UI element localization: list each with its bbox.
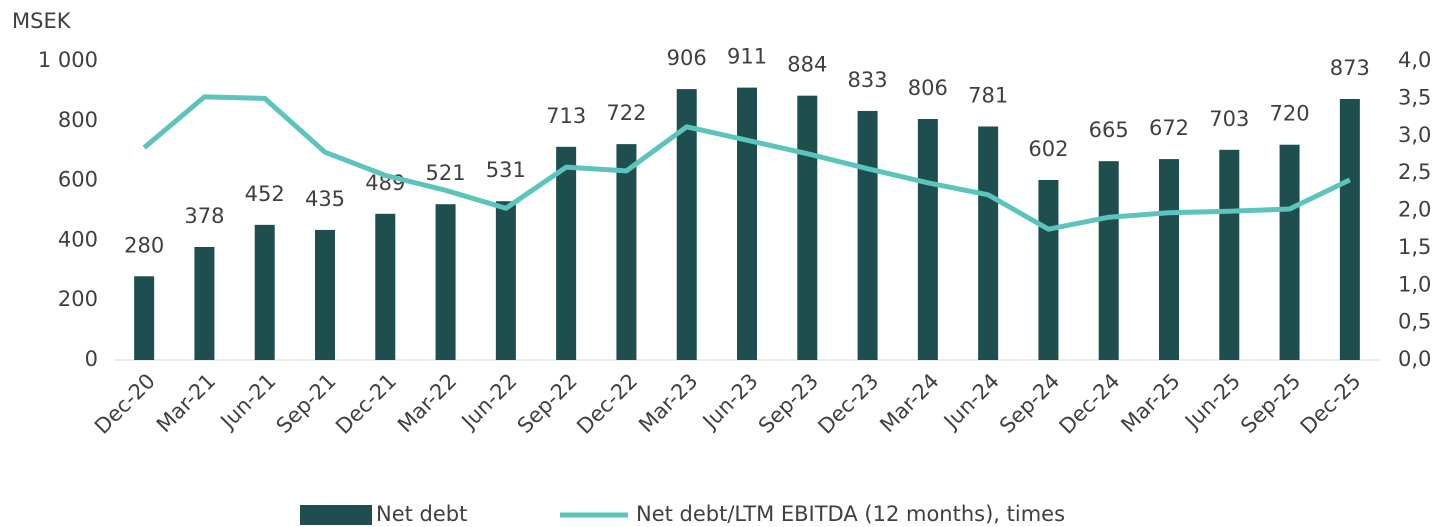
data-label: 884 bbox=[787, 53, 827, 77]
data-label: 280 bbox=[124, 233, 164, 257]
y-tick-label: 200 bbox=[58, 287, 98, 311]
x-tick-label: Mar-22 bbox=[393, 369, 461, 437]
data-label: 672 bbox=[1149, 116, 1189, 140]
bar bbox=[1339, 98, 1360, 361]
x-tick-label: Dec-20 bbox=[90, 369, 160, 439]
data-label: 781 bbox=[968, 83, 1008, 107]
x-tick-label: Sep-23 bbox=[754, 369, 823, 438]
bar bbox=[737, 87, 757, 361]
y2-tick-label: 3,5 bbox=[1398, 85, 1431, 109]
data-label: 806 bbox=[908, 76, 948, 100]
data-label: 378 bbox=[184, 204, 224, 228]
y-axis-label: MSEK bbox=[12, 9, 72, 33]
bar bbox=[1219, 149, 1240, 360]
legend-swatch bbox=[300, 505, 372, 525]
x-tick-label: Jun-22 bbox=[456, 369, 522, 435]
bar bbox=[134, 276, 155, 360]
bar bbox=[917, 119, 938, 360]
y2-tick-label: 0,5 bbox=[1398, 310, 1431, 334]
bar bbox=[1098, 161, 1119, 360]
y-tick-label: 600 bbox=[58, 168, 98, 192]
x-tick-label: Jun-23 bbox=[697, 369, 763, 435]
data-label: 833 bbox=[848, 68, 888, 92]
bar bbox=[797, 95, 818, 361]
data-label: 722 bbox=[606, 101, 646, 125]
x-tick-label: Dec-22 bbox=[572, 369, 642, 439]
x-tick-label: Dec-24 bbox=[1055, 369, 1125, 439]
y-tick-label: 800 bbox=[58, 108, 98, 132]
bar bbox=[435, 204, 456, 360]
bar bbox=[254, 224, 275, 360]
x-tick-label: Mar-23 bbox=[634, 369, 702, 437]
x-tick-label: Mar-24 bbox=[875, 369, 943, 437]
data-label: 906 bbox=[667, 46, 707, 70]
y2-tick-label: 1,5 bbox=[1398, 235, 1431, 259]
y2-tick-label: 2,5 bbox=[1398, 160, 1431, 184]
y2-tick-label: 2,0 bbox=[1398, 198, 1431, 222]
x-tick-label: Dec-23 bbox=[813, 369, 883, 439]
legend-label: Net debt bbox=[376, 502, 467, 526]
legend-label: Net debt/LTM EBITDA (12 months), times bbox=[636, 502, 1065, 526]
bar bbox=[1159, 159, 1179, 360]
x-tick-label: Jun-25 bbox=[1179, 369, 1245, 435]
data-label: 602 bbox=[1028, 137, 1068, 161]
x-tick-label: Sep-25 bbox=[1236, 369, 1305, 438]
data-label: 911 bbox=[727, 45, 767, 69]
bar bbox=[1038, 180, 1059, 360]
x-tick-label: Jun-24 bbox=[938, 369, 1004, 435]
y2-tick-label: 3,0 bbox=[1398, 123, 1431, 147]
bar bbox=[495, 201, 516, 360]
bar bbox=[315, 229, 335, 360]
bar bbox=[616, 144, 637, 360]
data-label: 521 bbox=[426, 161, 466, 185]
bar bbox=[194, 246, 215, 360]
y-tick-label: 0 bbox=[85, 347, 98, 371]
data-label: 703 bbox=[1209, 107, 1249, 131]
x-tick-label: Sep-21 bbox=[272, 369, 341, 438]
y2-tick-label: 4,0 bbox=[1398, 48, 1431, 72]
bar bbox=[676, 89, 697, 360]
bar bbox=[978, 126, 999, 360]
data-label: 452 bbox=[245, 182, 285, 206]
x-tick-label: Sep-24 bbox=[995, 369, 1064, 438]
data-label: 713 bbox=[546, 104, 586, 128]
bar bbox=[1279, 144, 1300, 360]
y2-tick-label: 0,0 bbox=[1398, 347, 1431, 371]
x-tick-label: Sep-22 bbox=[513, 369, 582, 438]
x-tick-label: Dec-21 bbox=[331, 369, 401, 439]
data-label: 531 bbox=[486, 158, 526, 182]
line bbox=[142, 94, 1351, 232]
y2-tick-label: 1,0 bbox=[1398, 272, 1431, 296]
x-tick-label: Mar-21 bbox=[152, 369, 220, 437]
data-label: 435 bbox=[305, 187, 345, 211]
bar bbox=[857, 110, 878, 360]
bar bbox=[375, 213, 396, 360]
data-label: 665 bbox=[1089, 118, 1129, 142]
x-tick-label: Mar-25 bbox=[1116, 369, 1184, 437]
x-tick-label: Jun-21 bbox=[215, 369, 281, 435]
y-tick-label: 1 000 bbox=[38, 48, 98, 72]
bar bbox=[556, 146, 577, 360]
data-label: 873 bbox=[1330, 56, 1370, 80]
y-tick-label: 400 bbox=[58, 227, 98, 251]
x-tick-label: Dec-25 bbox=[1296, 369, 1366, 439]
data-label: 720 bbox=[1270, 102, 1310, 126]
